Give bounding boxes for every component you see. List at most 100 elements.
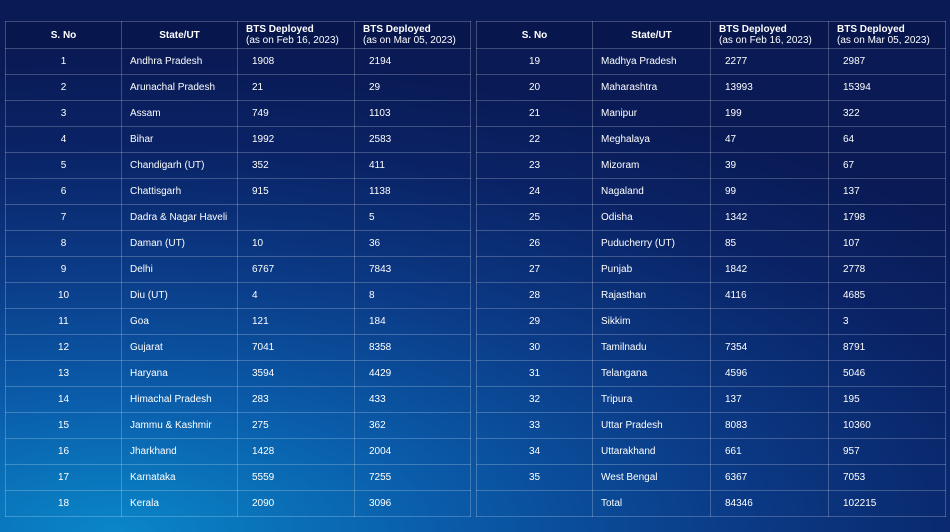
cell-sno: 16 [5,438,122,465]
cell-bts-mar: 7053 [828,464,946,491]
cell-sno: 8 [5,230,122,257]
cell-state: Punjab [592,256,711,283]
table-row: 31 Telangana 4596 5046 [476,360,946,387]
table-row: 13 Haryana 3594 4429 [5,360,471,387]
cell-bts-feb: 84346 [710,490,829,517]
cell-bts-feb: 7041 [237,334,355,361]
cell-bts-feb: 121 [237,308,355,335]
cell-sno: 20 [476,74,593,101]
table-row: 7 Dadra & Nagar Haveli 5 [5,204,471,231]
cell-state: Tripura [592,386,711,413]
header-bts-feb: BTS Deployed (as on Feb 16, 2023) [710,21,829,49]
table-row: 20 Maharashtra 13993 15394 [476,74,946,101]
cell-state: Haryana [121,360,238,387]
cell-state: West Bengal [592,464,711,491]
cell-state: Kerala [121,490,238,517]
cell-state: Daman (UT) [121,230,238,257]
table-row: 25 Odisha 1342 1798 [476,204,946,231]
cell-bts-mar: 4429 [354,360,471,387]
header-bts-feb-title: BTS Deployed [719,24,787,35]
cell-bts-mar: 4685 [828,282,946,309]
cell-bts-feb: 1428 [237,438,355,465]
cell-bts-mar: 362 [354,412,471,439]
cell-state: Himachal Pradesh [121,386,238,413]
cell-state: Karnataka [121,464,238,491]
cell-sno: 3 [5,100,122,127]
cell-sno: 1 [5,48,122,75]
cell-state: Gujarat [121,334,238,361]
table-row: 9 Delhi 6767 7843 [5,256,471,283]
cell-sno: 12 [5,334,122,361]
cell-sno: 9 [5,256,122,283]
cell-bts-feb: 915 [237,178,355,205]
cell-sno: 7 [5,204,122,231]
header-row: S. No State/UT BTS Deployed (as on Feb 16… [5,21,471,49]
cell-state: Diu (UT) [121,282,238,309]
cell-state: Manipur [592,100,711,127]
cell-state: Uttar Pradesh [592,412,711,439]
table-row: 2 Arunachal Pradesh 21 29 [5,74,471,101]
cell-bts-feb: 352 [237,152,355,179]
cell-bts-mar: 137 [828,178,946,205]
cell-bts-mar: 36 [354,230,471,257]
cell-bts-mar: 1798 [828,204,946,231]
cell-bts-feb: 13993 [710,74,829,101]
table-row: 14 Himachal Pradesh 283 433 [5,386,471,413]
cell-sno: 32 [476,386,593,413]
cell-sno: 35 [476,464,593,491]
cell-bts-mar: 5 [354,204,471,231]
cell-bts-mar: 2004 [354,438,471,465]
header-bts-mar: BTS Deployed (as on Mar 05, 2023) [354,21,471,49]
cell-state: Maharashtra [592,74,711,101]
header-state: State/UT [592,21,711,49]
cell-state: Tamilnadu [592,334,711,361]
cell-bts-feb: 137 [710,386,829,413]
cell-bts-feb: 4596 [710,360,829,387]
cell-bts-feb: 4116 [710,282,829,309]
header-bts-mar-sub: (as on Mar 05, 2023) [363,35,456,46]
cell-state: Chattisgarh [121,178,238,205]
cell-bts-mar: 7843 [354,256,471,283]
cell-bts-feb: 99 [710,178,829,205]
table-row: 27 Punjab 1842 2778 [476,256,946,283]
cell-bts-mar: 1103 [354,100,471,127]
cell-bts-mar: 8791 [828,334,946,361]
cell-sno: 14 [5,386,122,413]
cell-state: Jharkhand [121,438,238,465]
cell-bts-mar: 411 [354,152,471,179]
cell-sno: 18 [5,490,122,517]
table-row: 26 Puducherry (UT) 85 107 [476,230,946,257]
cell-bts-mar: 2194 [354,48,471,75]
cell-bts-feb: 2090 [237,490,355,517]
cell-sno: 2 [5,74,122,101]
cell-sno: 13 [5,360,122,387]
cell-bts-feb: 5559 [237,464,355,491]
cell-sno: 17 [5,464,122,491]
cell-bts-mar: 107 [828,230,946,257]
cell-bts-mar: 102215 [828,490,946,517]
table-row: 1 Andhra Pradesh 1908 2194 [5,48,471,75]
cell-state: Jammu & Kashmir [121,412,238,439]
cell-bts-feb: 3594 [237,360,355,387]
cell-bts-feb: 1342 [710,204,829,231]
table-row: 21 Manipur 199 322 [476,100,946,127]
cell-sno: 15 [5,412,122,439]
cell-sno: 22 [476,126,593,153]
cell-state: Nagaland [592,178,711,205]
table-row: 34 Uttarakhand 661 957 [476,438,946,465]
cell-sno: 25 [476,204,593,231]
cell-bts-mar: 5046 [828,360,946,387]
header-bts-mar-sub: (as on Mar 05, 2023) [837,35,930,46]
table-row: 3 Assam 749 1103 [5,100,471,127]
cell-bts-feb [237,204,355,231]
cell-sno: 19 [476,48,593,75]
cell-state: Total [592,490,711,517]
table-row: 12 Gujarat 7041 8358 [5,334,471,361]
cell-bts-mar: 8358 [354,334,471,361]
header-sno: S. No [5,21,122,49]
table-row: 23 Mizoram 39 67 [476,152,946,179]
cell-bts-mar: 2987 [828,48,946,75]
table-body-left: 1 Andhra Pradesh 1908 2194 2 Arunachal Prades… [5,48,471,517]
table-row: 4 Bihar 1992 2583 [5,126,471,153]
cell-bts-mar: 433 [354,386,471,413]
